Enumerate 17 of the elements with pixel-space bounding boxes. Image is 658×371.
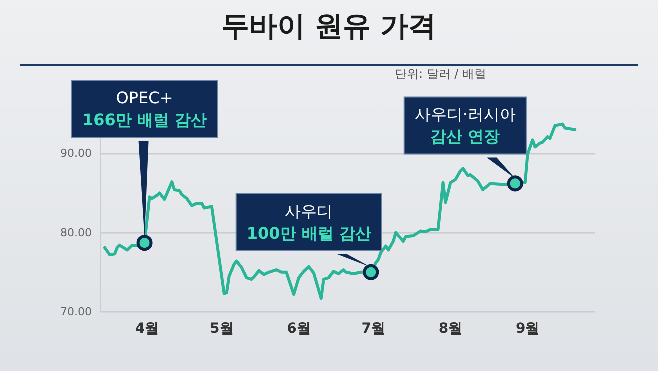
point xyxy=(363,264,380,280)
text: 단위: 달러 / 배럴 xyxy=(395,67,487,81)
annotation: 사우디 100만 배럴 감산 xyxy=(246,202,372,243)
y-tick-label: 80.00 xyxy=(60,226,92,240)
y-tick-label: 70.00 xyxy=(60,306,92,318)
x-tick-label: 6월 xyxy=(287,321,311,337)
x-tick-label: 9월 xyxy=(516,321,540,337)
x-tick-label: 7월 xyxy=(362,321,386,337)
annotation: OPEC+ 166만 배럴 감산 xyxy=(82,88,208,130)
chart-title: 두바이 원유 가격 xyxy=(221,10,437,42)
point xyxy=(136,235,153,252)
point xyxy=(507,176,524,192)
y-tick-label: 90.00 xyxy=(60,147,92,160)
x-tick-label: 8월 xyxy=(438,321,463,337)
x-tick-label: 5월 xyxy=(210,321,234,337)
x-tick-label: 4월 xyxy=(135,321,160,337)
annotation: 사우디·러시아 감산 연장 xyxy=(414,105,516,146)
